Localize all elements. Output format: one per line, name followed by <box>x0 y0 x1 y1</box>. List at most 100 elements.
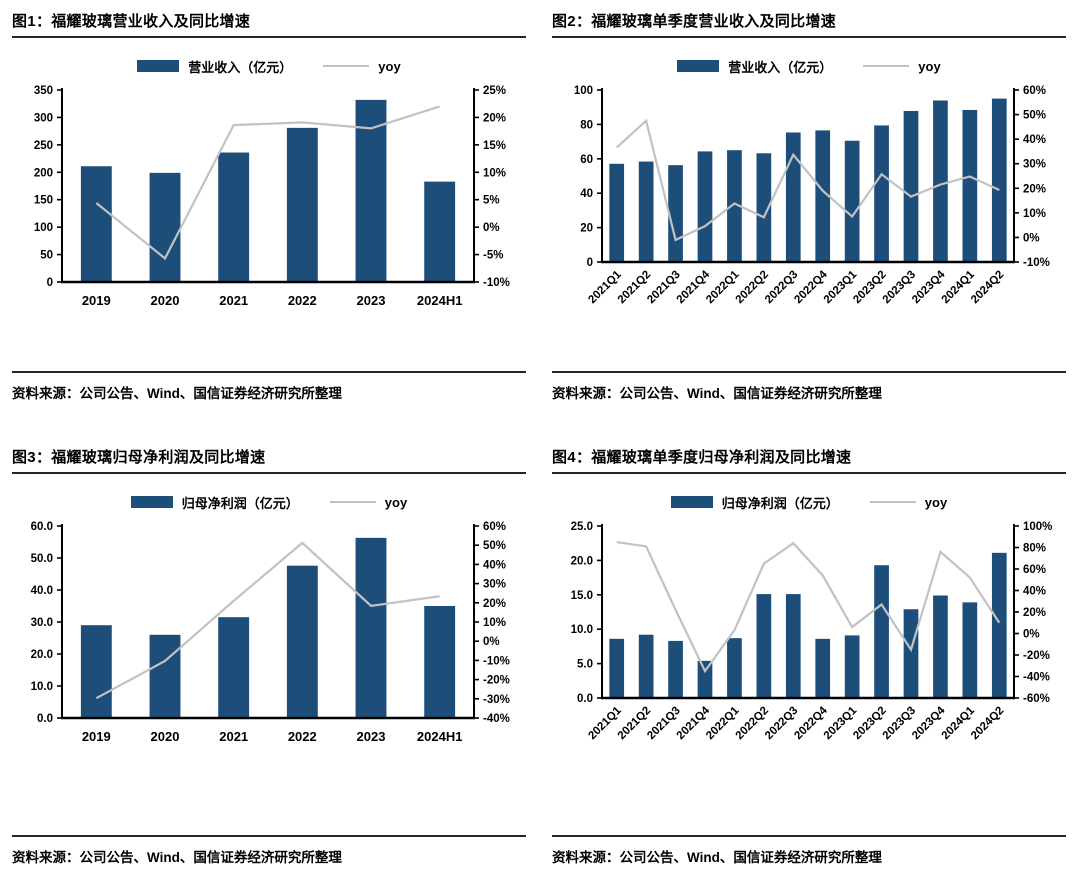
left-tick-label: 15.0 <box>571 590 593 602</box>
bar-series-swatch <box>670 496 713 508</box>
line-series-swatch <box>869 501 916 503</box>
bar <box>697 151 713 262</box>
figure-4-title-rule <box>552 472 1066 474</box>
figure-1-chart: 0 50 100 150 200 250 300 350 -10% -5% 0% 5% 10% 15% 20… <box>12 80 526 332</box>
right-tick-label: -20% <box>483 675 510 687</box>
x-tick-label: 2022 <box>288 729 317 744</box>
x-tick-label: 2024Q2 <box>969 705 1006 742</box>
x-tick-label: 2022 <box>288 293 317 308</box>
chart-svg: 0 50 100 150 200 250 300 350 -10% -5% 0% 5% 10% 15% 20… <box>34 85 510 308</box>
bar <box>727 638 742 698</box>
line-series-label: yoy <box>378 58 401 74</box>
left-tick-label: 30.0 <box>31 617 53 629</box>
source-rule <box>552 835 1066 837</box>
right-tick-label: 0% <box>1023 629 1040 641</box>
right-tick-label: -60% <box>1023 693 1050 705</box>
bar <box>962 109 978 262</box>
figure-3: 图3：福耀玻璃归母净利润及同比增速 归母净利润（亿元） yoy 0.0 10.0 2… <box>0 436 540 872</box>
bar <box>815 638 831 698</box>
right-tick-label: 10% <box>1023 208 1046 220</box>
bar <box>991 98 1007 262</box>
bar <box>815 130 831 262</box>
right-tick-label: 15% <box>483 140 506 152</box>
right-tick-label: 100% <box>1023 521 1052 533</box>
source-text: 资料来源：公司公告、Wind、国信证券经济研究所整理 <box>12 850 342 865</box>
left-tick-label: 60.0 <box>31 521 53 533</box>
right-tick-label: 30% <box>1023 159 1046 171</box>
right-tick-label: -20% <box>1023 650 1050 662</box>
x-tick-label: 2021 <box>219 729 248 744</box>
bar <box>609 163 625 262</box>
right-tick-label: 60% <box>1023 85 1046 97</box>
bar-series-label: 归母净利润（亿元） <box>181 495 299 511</box>
bar <box>149 172 181 282</box>
bar <box>609 638 625 698</box>
bar <box>933 595 948 698</box>
bar <box>218 617 250 718</box>
right-tick-label: 20% <box>483 598 506 610</box>
x-tick-label: 2020 <box>151 293 180 308</box>
right-tick-label: 20% <box>1023 607 1046 619</box>
left-tick-label: 80 <box>580 119 593 131</box>
bar <box>638 161 654 262</box>
bar <box>933 100 948 263</box>
bar <box>424 181 456 282</box>
bar <box>355 99 387 283</box>
left-tick-label: 20 <box>580 223 593 235</box>
line-series-label: yoy <box>384 494 408 510</box>
left-tick-label: 150 <box>34 195 53 207</box>
left-tick-label: 250 <box>34 140 53 152</box>
bar <box>874 125 889 263</box>
left-tick-label: 40 <box>580 188 593 200</box>
bar <box>903 110 919 262</box>
figure-4-source: 资料来源：公司公告、Wind、国信证券经济研究所整理 <box>552 835 1066 866</box>
right-tick-label: -10% <box>1023 257 1050 269</box>
bar <box>756 153 772 262</box>
source-rule <box>12 835 526 837</box>
right-tick-label: 50% <box>483 540 506 552</box>
left-tick-label: 0.0 <box>37 713 53 725</box>
right-tick-label: 20% <box>1023 183 1046 195</box>
left-tick-label: 20.0 <box>571 555 593 567</box>
bar-series-swatch <box>137 60 180 72</box>
left-tick-label: 25.0 <box>571 521 593 533</box>
bar <box>286 565 318 718</box>
bar <box>424 606 456 718</box>
x-tick-label: 2019 <box>82 729 111 744</box>
source-text: 资料来源：公司公告、Wind、国信证券经济研究所整理 <box>12 386 342 401</box>
figure-2-title-rule <box>552 36 1066 38</box>
bar <box>785 594 801 698</box>
left-tick-label: 100 <box>34 222 53 234</box>
left-tick-label: 10.0 <box>571 624 593 636</box>
bar <box>874 565 889 698</box>
right-tick-label: 50% <box>1023 110 1046 122</box>
left-tick-label: 200 <box>34 167 53 179</box>
bar <box>80 166 112 282</box>
right-tick-label: -5% <box>483 250 503 262</box>
left-tick-label: 0 <box>587 257 593 269</box>
bar <box>903 609 919 698</box>
bar-series-label: 归母净利润（亿元） <box>721 495 839 511</box>
left-tick-label: 60 <box>580 154 593 166</box>
chart-svg: 0.0 10.0 20.0 30.0 40.0 50.0 60.0 -40% -30% -20% -… <box>31 521 510 744</box>
figure-3-title-rule <box>12 472 526 474</box>
bar <box>638 634 654 698</box>
right-tick-label: 10% <box>483 167 506 179</box>
figure-2-chart: 0 20 40 60 80 100 -10% 0% 10% 20% 30% 40% 50% 60% 2021… <box>552 80 1066 332</box>
x-tick-label: 2021 <box>219 293 248 308</box>
figure-2-legend: 营业收入（亿元） yoy <box>552 56 1066 76</box>
left-tick-label: 50 <box>40 250 53 262</box>
right-tick-label: 60% <box>1023 564 1046 576</box>
x-tick-label: 2023 <box>357 293 386 308</box>
right-tick-label: 40% <box>1023 134 1046 146</box>
right-tick-label: 0% <box>483 636 500 648</box>
bar <box>286 127 318 282</box>
right-tick-label: 40% <box>1023 586 1046 598</box>
bar-series-label: 营业收入（亿元） <box>728 59 833 75</box>
right-tick-label: -40% <box>1023 672 1050 684</box>
x-tick-label: 2024H1 <box>417 293 463 308</box>
figure-1-title: 图1：福耀玻璃营业收入及同比增速 <box>12 13 251 30</box>
figure-4-title: 图4：福耀玻璃单季度归母净利润及同比增速 <box>552 449 852 466</box>
line-series-swatch <box>323 65 370 67</box>
